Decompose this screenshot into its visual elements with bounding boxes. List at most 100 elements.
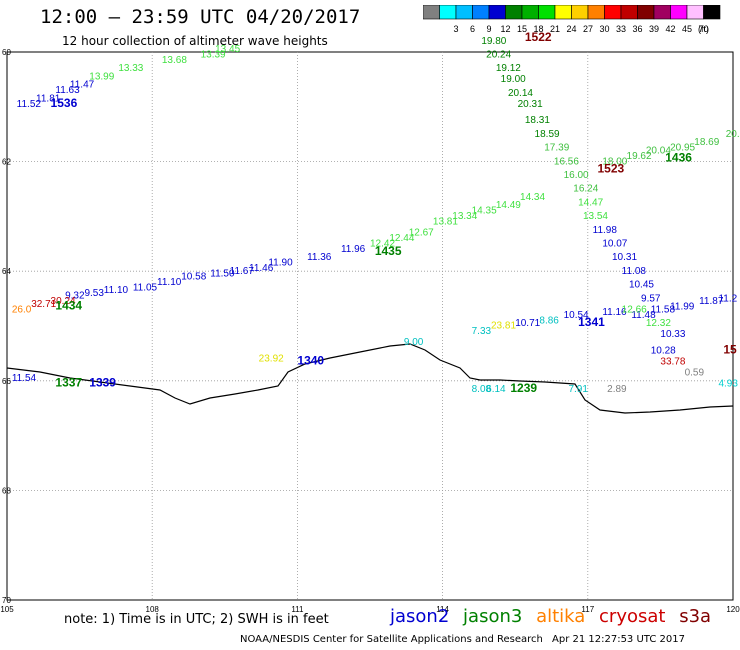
pass-number-label: 1435 (375, 244, 402, 258)
scale-tick-label: 42 (665, 24, 675, 34)
wave-height-value: 11.52 (17, 99, 42, 110)
wave-height-value: 10.45 (629, 280, 654, 291)
scale-tick-label: 15 (517, 24, 527, 34)
wave-height-value: 20.24 (486, 49, 511, 60)
wave-height-value: 10.33 (660, 329, 685, 340)
wave-height-value: 11.2 (718, 293, 737, 304)
wave-height-value: 14.49 (496, 200, 521, 211)
wave-height-value: 12.44 (389, 233, 414, 244)
wave-height-value: 18.69 (694, 137, 719, 148)
satellite-legend: jason2 jason3 altika cryosat s3a (390, 606, 719, 627)
wave-height-value: 20.95 (670, 143, 695, 154)
scale-tick-label: 3 (453, 24, 458, 34)
wave-height-value: 10.58 (181, 271, 206, 282)
map-frame (6, 51, 734, 601)
wave-height-value: 13.34 (452, 211, 477, 222)
latitude-label: 70 (2, 596, 11, 605)
scale-tick-label: 12 (500, 24, 510, 34)
longitude-label: 105 (0, 605, 14, 614)
wave-height-value: 7.33 (472, 326, 492, 337)
wave-height-value: 11.67 (230, 266, 255, 277)
wave-height-value: 12.66 (622, 304, 647, 315)
wave-height-value: 4.93 (718, 378, 738, 389)
wave-height-value: 19.00 (501, 74, 526, 85)
wave-height-value: 14.47 (578, 197, 603, 208)
wave-height-value: 8.86 (539, 315, 559, 326)
scale-tick-label: 27 (583, 24, 593, 34)
legend-jason2: jason2 (390, 606, 450, 627)
wave-height-value: 7.91 (568, 384, 588, 395)
pass-number-label: 15 (723, 342, 737, 356)
wave-height-value: 14.34 (520, 192, 545, 203)
wave-height-value: 13.54 (583, 211, 608, 222)
scale-tick-label: 70 (698, 24, 708, 34)
pass-number-label: 1337 (55, 375, 82, 389)
wave-height-value: 13.99 (89, 71, 114, 82)
scale-tick-label: 33 (616, 24, 626, 34)
wave-height-value: 10.28 (651, 345, 676, 356)
legend-altika: altika (536, 606, 586, 627)
pass-number-label: 1239 (510, 381, 537, 395)
longitude-label: 108 (146, 605, 160, 614)
pass-number-label: 1339 (89, 375, 116, 389)
wave-height-value: 16.00 (564, 170, 589, 181)
wave-height-value: 11.05 (133, 282, 158, 293)
scale-tick-label: 18 (533, 24, 543, 34)
wave-height-value: 11.48 (631, 310, 656, 321)
footnote: note: 1) Time is in UTC; 2) SWH is in fe… (64, 612, 329, 627)
legend-cryosat: cryosat (599, 606, 666, 627)
wave-height-value: 11.99 (670, 302, 695, 313)
longitude-label: 120 (726, 605, 740, 614)
pass-number-label: 1434 (55, 299, 82, 313)
latitude-label: 68 (2, 486, 11, 495)
wave-height-value: 13.68 (162, 55, 187, 66)
latitude-label: 62 (2, 158, 11, 167)
wave-height-value: 13.45 (215, 44, 240, 55)
wave-height-value: 8.08 (472, 384, 492, 395)
scale-unit-label: (ft) (698, 24, 709, 34)
latitude-label: 64 (2, 267, 11, 276)
wave-height-value: 26.0 (12, 304, 32, 315)
scale-tick-label: 36 (632, 24, 642, 34)
wave-height-value: 11.36 (307, 252, 332, 263)
wave-height-value: 16.24 (573, 184, 598, 195)
wave-height-value: 18.31 (525, 115, 550, 126)
wave-height-value: 13.81 (433, 217, 458, 228)
wave-height-value: 11.10 (157, 277, 182, 288)
map-title: 12:00 – 23:59 UTC 04/20/2017 (40, 6, 361, 28)
wave-height-value: 20.31 (518, 99, 543, 110)
legend-jason3: jason3 (463, 606, 523, 627)
wave-height-value: 11.90 (268, 258, 293, 269)
wave-height-value: 11.98 (593, 225, 618, 236)
wave-height-value: 11.58 (651, 304, 676, 315)
latitude-label: 60 (2, 48, 11, 57)
wave-height-value: 11.10 (104, 285, 129, 296)
pass-number-label: 1522 (525, 30, 552, 44)
scale-tick-label: 30 (599, 24, 609, 34)
legend-s3a: s3a (679, 606, 712, 627)
scale-tick-label: 45 (682, 24, 692, 34)
wave-height-value: 12.42 (370, 239, 395, 250)
wave-height-value: 19.80 (481, 36, 506, 47)
map-subtitle: 12 hour collection of altimeter wave hei… (62, 34, 328, 48)
wave-height-value: 11.16 (602, 307, 627, 318)
scale-tick-label: 9 (486, 24, 491, 34)
scale-tick-label: 24 (566, 24, 576, 34)
wave-height-value: 14.35 (472, 206, 497, 217)
wave-height-value: 11.81 (36, 93, 61, 104)
wave-height-value: 13.33 (118, 63, 143, 74)
wave-height-value: 16.56 (554, 156, 579, 167)
pass-number-label: 1340 (297, 353, 324, 367)
wave-height-value: 11.46 (249, 263, 274, 274)
wave-height-value: 33.78 (660, 356, 685, 367)
scale-tick-label: 6 (470, 24, 475, 34)
wave-height-value: 20.14 (508, 88, 533, 99)
scale-tick-label: 39 (649, 24, 659, 34)
footer-agency: NOAA/NESDIS Center for Satellite Applica… (240, 634, 543, 645)
wave-height-value: 10.71 (515, 318, 540, 329)
wave-height-value: 0.59 (685, 367, 705, 378)
coastline (6, 343, 734, 414)
wave-height-value: 11.50 (210, 269, 235, 280)
longitude-label: 111 (291, 605, 304, 614)
wave-height-value: 20.39 (726, 129, 740, 140)
